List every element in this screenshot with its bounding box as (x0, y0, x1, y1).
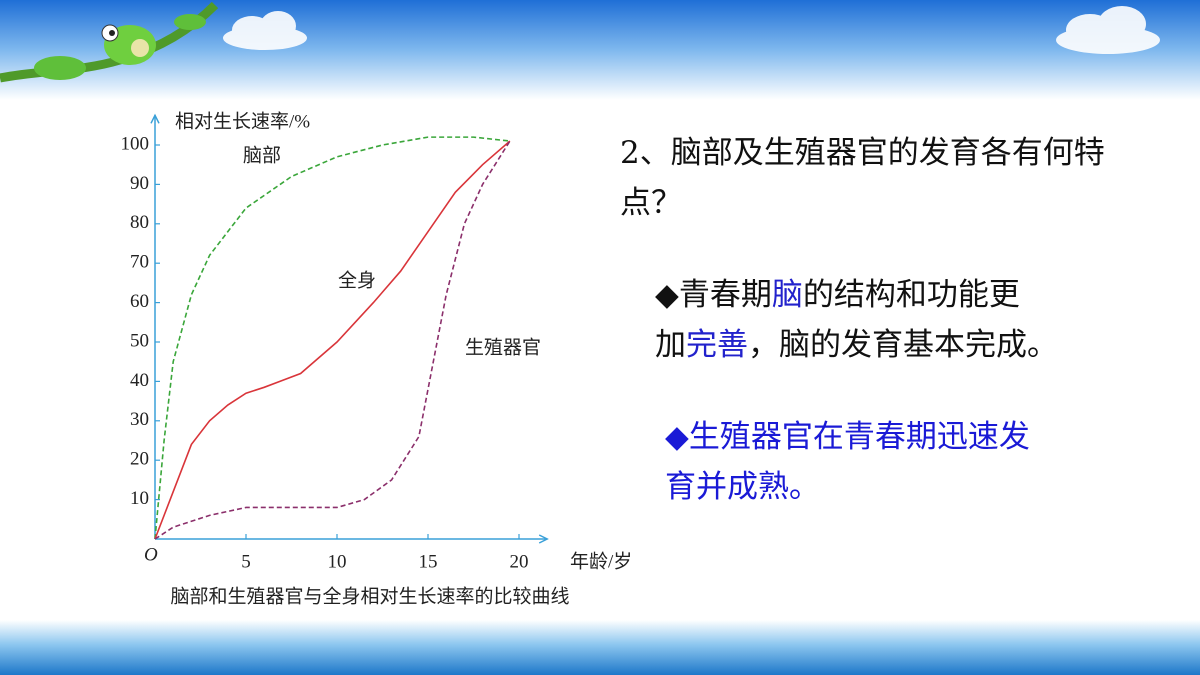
origin-label: O (144, 544, 158, 565)
x-tick-label: 15 (419, 551, 438, 572)
bullet-line: 加完善，脑的发育基本完成。 (655, 320, 1058, 370)
y-tick-label: 10 (130, 488, 149, 509)
x-tick-label: 5 (241, 551, 251, 572)
text-segment: ◆生殖器官在青春期迅速发 (665, 419, 1030, 455)
y-tick-label: 60 (130, 291, 149, 312)
bullet: ◆生殖器官在青春期迅速发 育并成熟。 (665, 412, 1030, 512)
text-segment: 加 (655, 327, 686, 363)
question: 2、脑部及生殖器官的发育各有何特点？ (620, 135, 1105, 221)
y-tick-label: 70 (130, 252, 149, 273)
cloud (1056, 6, 1160, 54)
x-tick-label: 10 (328, 551, 347, 572)
vine-decoration (0, 1, 219, 83)
bullet-line: 育并成熟。 (665, 462, 1030, 512)
text-segment: 的结构和功能更 (802, 277, 1020, 313)
bullet-line: ◆生殖器官在青春期迅速发 (665, 412, 1030, 462)
x-tick-label: 20 (510, 551, 529, 572)
series-label: 生殖器官 (465, 336, 541, 358)
y-tick-label: 100 (121, 133, 150, 154)
text-segment: 完善 (686, 327, 748, 363)
y-tick-label: 20 (130, 449, 149, 470)
cloud (223, 11, 307, 50)
text-segment: 育并成熟。 (665, 469, 820, 505)
bullet-line: ◆青春期脑的结构和功能更 (655, 270, 1058, 320)
text-segment: ，脑的发育基本完成。 (748, 327, 1058, 363)
chart-caption: 脑部和生殖器官与全身相对生长速率的比较曲线 (170, 585, 569, 607)
y-tick-label: 90 (130, 173, 149, 194)
text-segment: 脑 (771, 277, 803, 313)
text-segment: ◆青春期 (655, 277, 772, 313)
series-line (154, 140, 511, 540)
series-label: 全身 (338, 269, 376, 291)
series-line (154, 136, 510, 540)
bottom-band (0, 620, 1200, 675)
y-tick-label: 30 (130, 409, 149, 430)
series-line (154, 140, 511, 540)
y-tick-label: 80 (130, 212, 149, 233)
y-tick-label: 50 (130, 330, 149, 351)
y-tick-label: 40 (130, 370, 149, 391)
series-label: 脑部 (243, 144, 281, 166)
y-axis-label: 相对生长速率/% (175, 110, 310, 132)
x-axis-arrow (538, 534, 549, 544)
bullet: ◆青春期脑的结构和功能更 加完善，脑的发育基本完成。 (655, 270, 1058, 370)
y-axis-arrow (150, 113, 160, 124)
x-axis-label: 年龄/岁 (570, 550, 632, 572)
